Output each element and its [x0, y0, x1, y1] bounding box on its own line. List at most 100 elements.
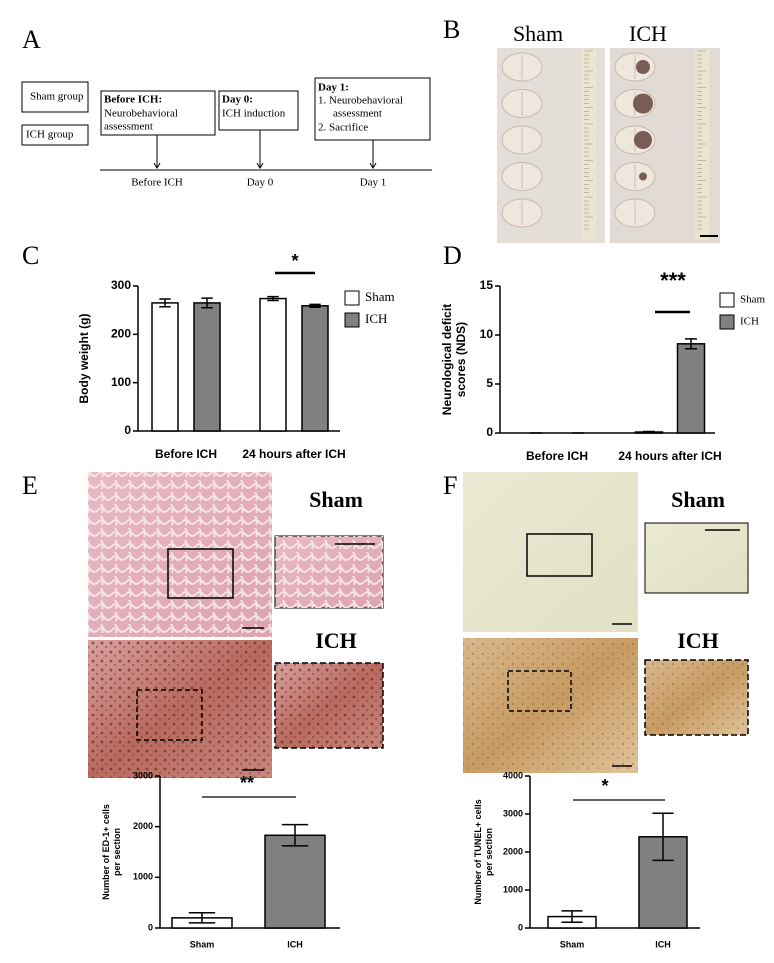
significance: ** — [240, 773, 254, 793]
legend-label: Sham — [740, 294, 766, 306]
y-axis-label: per section — [112, 828, 122, 876]
timeline-tick: Before ICH — [131, 177, 183, 189]
step-text: Neurobehavioral — [104, 108, 178, 120]
error-bar — [267, 295, 279, 302]
legend-label: ICH — [365, 311, 387, 326]
hematoma — [639, 172, 647, 181]
error-bar — [643, 430, 655, 434]
step-text: ICH induction — [222, 108, 286, 120]
tunel-images: Sham ICH — [463, 472, 749, 773]
timeline: Sham group ICH group Before ICH: Neurobe… — [21, 77, 432, 189]
y-tick-label: 200 — [111, 327, 131, 341]
bar — [259, 297, 287, 432]
image-label: ICH — [677, 628, 719, 653]
y-tick-label: 0 — [148, 922, 153, 932]
legend-swatch — [344, 312, 360, 328]
photo-texture — [275, 663, 383, 748]
error-bar — [685, 338, 697, 350]
ruler — [695, 50, 709, 240]
photo-texture — [88, 640, 272, 778]
y-tick-label: 0 — [518, 922, 523, 932]
y-tick-label: 3000 — [133, 770, 153, 780]
step-text: assessment — [333, 108, 382, 120]
legend-swatch — [719, 292, 735, 308]
x-tick-label: Sham — [190, 939, 215, 949]
bar — [676, 343, 706, 434]
image-label: Sham — [671, 487, 725, 512]
y-axis-label: per section — [484, 828, 494, 876]
panel-label: B — [443, 15, 460, 44]
y-axis-label: Neurological deficit — [440, 304, 454, 415]
group-box — [21, 81, 89, 113]
step-title: Day 0: — [222, 94, 253, 106]
y-tick-label: 3000 — [503, 808, 523, 818]
image-label: ICH — [315, 628, 357, 653]
error-bar — [309, 303, 321, 309]
photo-texture — [88, 472, 272, 637]
error-bar — [652, 812, 674, 862]
x-tick-label: Before ICH — [526, 449, 588, 463]
y-tick-label: 2000 — [133, 821, 153, 831]
bar — [301, 305, 329, 432]
y-axis-label: scores (NDS) — [454, 322, 468, 397]
group-label: Sham group — [30, 91, 84, 103]
panel-label: C — [22, 241, 39, 270]
x-tick-label: ICH — [287, 939, 303, 949]
significance: * — [601, 776, 608, 796]
significance: *** — [660, 268, 686, 293]
legend-swatch — [344, 290, 360, 306]
y-tick-label: 100 — [111, 375, 131, 389]
error-bar — [159, 298, 171, 308]
ruler — [582, 50, 596, 240]
bar — [193, 302, 221, 432]
y-axis-label: Number of ED-1+ cells — [101, 804, 111, 900]
x-tick-label: ICH — [655, 939, 671, 949]
bar — [151, 302, 179, 432]
panel-label: F — [443, 471, 457, 500]
panel-label: D — [443, 241, 462, 270]
inset — [644, 522, 749, 594]
x-tick-label: 24 hours after ICH — [242, 447, 345, 461]
bar — [264, 834, 326, 929]
step-box — [100, 90, 216, 136]
photo-texture — [275, 536, 383, 608]
step-text: 1. Neurobehavioral — [318, 95, 403, 107]
legend-label: ICH — [740, 316, 759, 328]
error-bar — [281, 823, 309, 847]
legend-swatch — [719, 314, 735, 330]
photo — [463, 472, 638, 632]
photo-texture — [463, 638, 638, 773]
legend-label: Sham — [365, 289, 395, 304]
x-tick-label: Sham — [560, 939, 585, 949]
error-bar — [561, 910, 583, 924]
inset-frame — [167, 548, 234, 599]
y-tick-label: 1000 — [133, 872, 153, 882]
x-tick-label: 24 hours after ICH — [618, 449, 721, 463]
image-label: Sham — [513, 21, 563, 46]
step-text: assessment — [104, 121, 153, 133]
y-tick-label: 1000 — [503, 884, 523, 894]
inset-frame — [507, 670, 572, 712]
inset-frame — [526, 533, 593, 577]
arrows — [153, 130, 377, 169]
image-label: Sham — [309, 487, 363, 512]
error-bar — [201, 297, 213, 309]
y-tick-label: 10 — [480, 327, 494, 341]
inset-frame — [136, 689, 203, 741]
y-tick-label: 4000 — [503, 770, 523, 780]
timeline-tick: Day 1 — [360, 177, 387, 189]
step-title: Before ICH: — [104, 94, 162, 106]
y-tick-label: 15 — [480, 278, 494, 292]
group-box — [21, 124, 89, 146]
y-tick-label: 2000 — [503, 846, 523, 856]
y-axis-label: Body weight (g) — [77, 314, 91, 404]
y-axis-label: Number of TUNEL+ cells — [473, 799, 483, 904]
y-tick-label: 0 — [124, 423, 131, 437]
hematoma — [633, 93, 653, 114]
photo-texture — [645, 660, 748, 735]
y-tick-label: 0 — [486, 425, 493, 439]
y-tick-label: 5 — [486, 376, 493, 390]
group-label: ICH group — [26, 129, 74, 141]
he-images: Sham ICH — [88, 472, 384, 778]
